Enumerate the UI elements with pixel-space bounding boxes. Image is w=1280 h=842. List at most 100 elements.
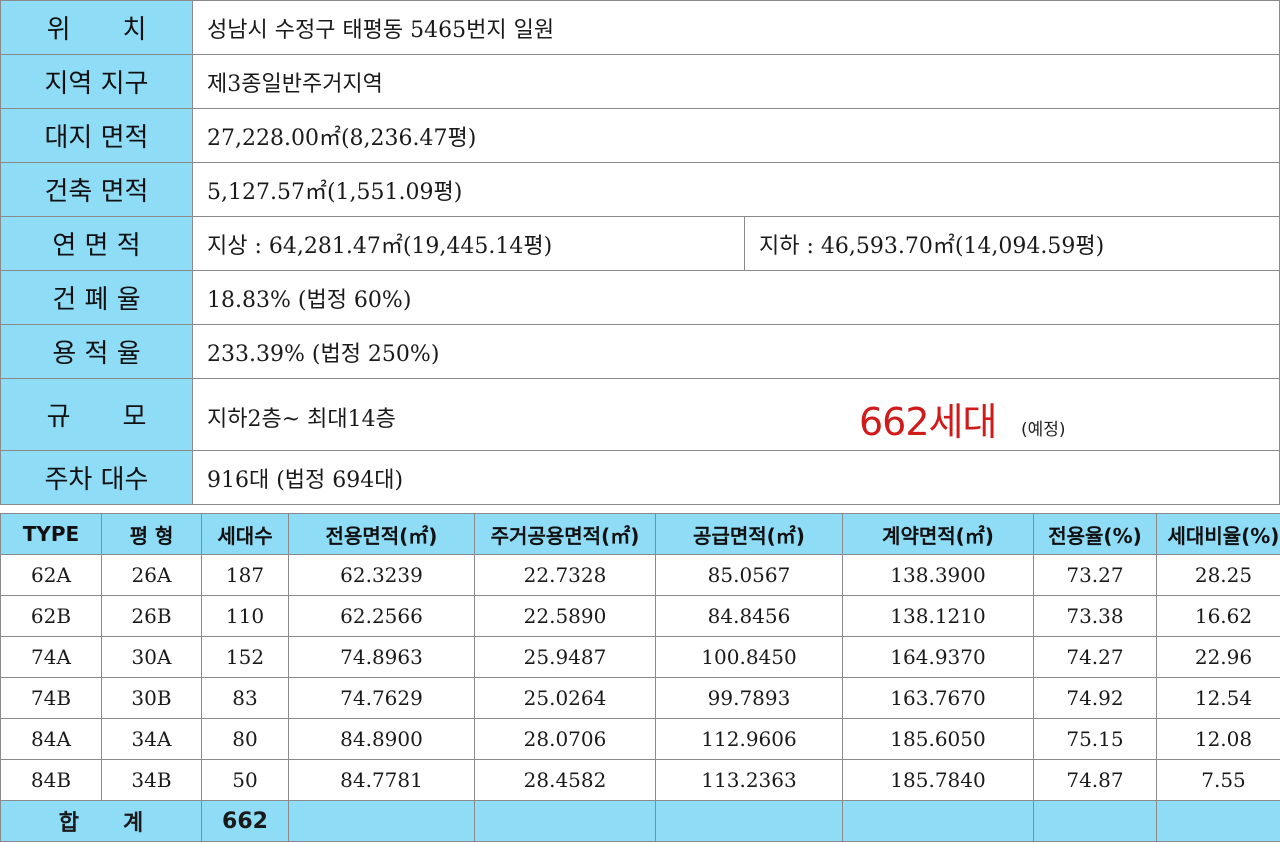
table-cell: 83 bbox=[202, 678, 289, 719]
project-info-table: 위 치 성남시 수정구 태평동 5465번지 일원 지역 지구 제3종일반주거지… bbox=[0, 0, 1280, 505]
table-cell: 99.7893 bbox=[656, 678, 843, 719]
table-cell: 12.08 bbox=[1157, 719, 1280, 760]
table-cell: 50 bbox=[202, 760, 289, 801]
table-cell: 26B bbox=[102, 596, 202, 637]
table-cell: 12.54 bbox=[1157, 678, 1280, 719]
location-row: 위 치 성남시 수정구 태평동 5465번지 일원 bbox=[1, 1, 1280, 55]
table-cell: 74.92 bbox=[1034, 678, 1157, 719]
table-cell: 7.55 bbox=[1157, 760, 1280, 801]
table-cell: 73.27 bbox=[1034, 555, 1157, 596]
table-cell: 22.5890 bbox=[475, 596, 656, 637]
building-area-value: 5,127.57㎡(1,551.09평) bbox=[193, 163, 1280, 217]
column-header: 전용율(%) bbox=[1034, 514, 1157, 555]
column-header: 주거공용면적(㎡) bbox=[475, 514, 656, 555]
column-header: TYPE bbox=[1, 514, 102, 555]
table-cell: 30A bbox=[102, 637, 202, 678]
parking-row: 주차 대수 916대 (법정 694대) bbox=[1, 451, 1280, 505]
table-cell: 113.2363 bbox=[656, 760, 843, 801]
table-cell: 100.8450 bbox=[656, 637, 843, 678]
gross-area-label: 연 면 적 bbox=[1, 217, 193, 271]
scale-label: 규 모 bbox=[1, 379, 193, 451]
table-cell: 34A bbox=[102, 719, 202, 760]
scale-value: 지하2층~ 최대14층 bbox=[207, 401, 396, 433]
far-value: 233.39% (법정 250%) bbox=[193, 325, 1280, 379]
far-row: 용 적 율 233.39% (법정 250%) bbox=[1, 325, 1280, 379]
table-cell: 25.9487 bbox=[475, 637, 656, 678]
column-header: 평 형 bbox=[102, 514, 202, 555]
far-label: 용 적 율 bbox=[1, 325, 193, 379]
table-cell: 22.7328 bbox=[475, 555, 656, 596]
table-cell: 62.3239 bbox=[289, 555, 475, 596]
zone-row: 지역 지구 제3종일반주거지역 bbox=[1, 55, 1280, 109]
table-cell: 185.7840 bbox=[843, 760, 1034, 801]
column-header: 계약면적(㎡) bbox=[843, 514, 1034, 555]
table-cell: 187 bbox=[202, 555, 289, 596]
table-cell: 62A bbox=[1, 555, 102, 596]
table-cell: 80 bbox=[202, 719, 289, 760]
zone-value: 제3종일반주거지역 bbox=[193, 55, 1280, 109]
site-area-value: 27,228.00㎡(8,236.47평) bbox=[193, 109, 1280, 163]
table-cell: 84.8456 bbox=[656, 596, 843, 637]
column-header: 전용면적(㎡) bbox=[289, 514, 475, 555]
table-cell: 62B bbox=[1, 596, 102, 637]
table-cell: 25.0264 bbox=[475, 678, 656, 719]
site-area-label: 대지 면적 bbox=[1, 109, 193, 163]
table-cell: 73.38 bbox=[1034, 596, 1157, 637]
table-cell: 74.7629 bbox=[289, 678, 475, 719]
scale-row: 규 모 지하2층~ 최대14층 662세대 (예정) bbox=[1, 379, 1280, 451]
gross-area-below: 지하 : 46,593.70㎡(14,094.59평) bbox=[745, 217, 1280, 271]
total-count: 662 bbox=[202, 801, 289, 842]
table-cell: 84A bbox=[1, 719, 102, 760]
table-cell: 185.6050 bbox=[843, 719, 1034, 760]
table-cell: 85.0567 bbox=[656, 555, 843, 596]
location-value: 성남시 수정구 태평동 5465번지 일원 bbox=[193, 1, 1280, 55]
table-cell: 30B bbox=[102, 678, 202, 719]
total-empty-cell bbox=[475, 801, 656, 842]
table-cell: 74B bbox=[1, 678, 102, 719]
table-cell: 84B bbox=[1, 760, 102, 801]
table-cell: 84.8900 bbox=[289, 719, 475, 760]
total-empty-cell bbox=[289, 801, 475, 842]
coverage-value: 18.83% (법정 60%) bbox=[193, 271, 1280, 325]
total-empty-cell bbox=[843, 801, 1034, 842]
coverage-row: 건 폐 율 18.83% (법정 60%) bbox=[1, 271, 1280, 325]
parking-value: 916대 (법정 694대) bbox=[193, 451, 1280, 505]
table-cell: 110 bbox=[202, 596, 289, 637]
zone-label: 지역 지구 bbox=[1, 55, 193, 109]
site-area-row: 대지 면적 27,228.00㎡(8,236.47평) bbox=[1, 109, 1280, 163]
building-area-label: 건축 면적 bbox=[1, 163, 193, 217]
column-header: 세대비율(%) bbox=[1157, 514, 1280, 555]
table-cell: 28.4582 bbox=[475, 760, 656, 801]
table-cell: 74.87 bbox=[1034, 760, 1157, 801]
table-cell: 75.15 bbox=[1034, 719, 1157, 760]
coverage-label: 건 폐 율 bbox=[1, 271, 193, 325]
building-area-row: 건축 면적 5,127.57㎡(1,551.09평) bbox=[1, 163, 1280, 217]
table-cell: 138.1210 bbox=[843, 596, 1034, 637]
table-cell: 26A bbox=[102, 555, 202, 596]
table-cell: 28.0706 bbox=[475, 719, 656, 760]
scale-units: 662세대 bbox=[859, 391, 996, 446]
table-cell: 74A bbox=[1, 637, 102, 678]
table-cell: 28.25 bbox=[1157, 555, 1280, 596]
table-cell: 22.96 bbox=[1157, 637, 1280, 678]
table-cell: 16.62 bbox=[1157, 596, 1280, 637]
table-cell: 84.7781 bbox=[289, 760, 475, 801]
scale-cell: 지하2층~ 최대14층 662세대 (예정) bbox=[193, 379, 1280, 451]
table-cell: 152 bbox=[202, 637, 289, 678]
scale-wrap: 지하2층~ 최대14층 662세대 (예정) bbox=[193, 379, 1279, 450]
table-cell: 62.2566 bbox=[289, 596, 475, 637]
total-empty-cell bbox=[656, 801, 843, 842]
scale-note: (예정) bbox=[1021, 415, 1066, 440]
location-label: 위 치 bbox=[1, 1, 193, 55]
column-header: 공급면적(㎡) bbox=[656, 514, 843, 555]
table-cell: 74.27 bbox=[1034, 637, 1157, 678]
